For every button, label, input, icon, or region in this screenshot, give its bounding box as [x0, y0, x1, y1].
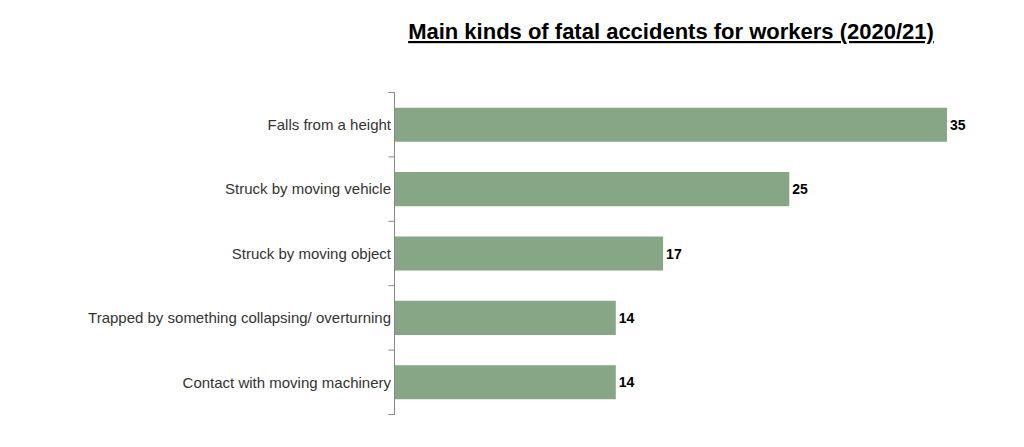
svg-text:14: 14: [619, 374, 635, 390]
svg-text:Struck by moving object: Struck by moving object: [232, 245, 392, 262]
svg-text:14: 14: [619, 310, 635, 326]
svg-text:Falls from a height: Falls from a height: [268, 116, 392, 133]
svg-text:Struck by moving vehicle: Struck by moving vehicle: [225, 180, 391, 197]
svg-text:35: 35: [950, 117, 966, 133]
svg-text:25: 25: [792, 181, 808, 197]
svg-text:Trapped by something collapsin: Trapped by something collapsing/ overtur…: [88, 309, 391, 326]
svg-text:Contact with moving machinery: Contact with moving machinery: [183, 374, 392, 391]
svg-text:Main kinds of fatal accidents: Main kinds of fatal accidents for worker…: [408, 19, 934, 44]
svg-text:17: 17: [666, 246, 682, 262]
